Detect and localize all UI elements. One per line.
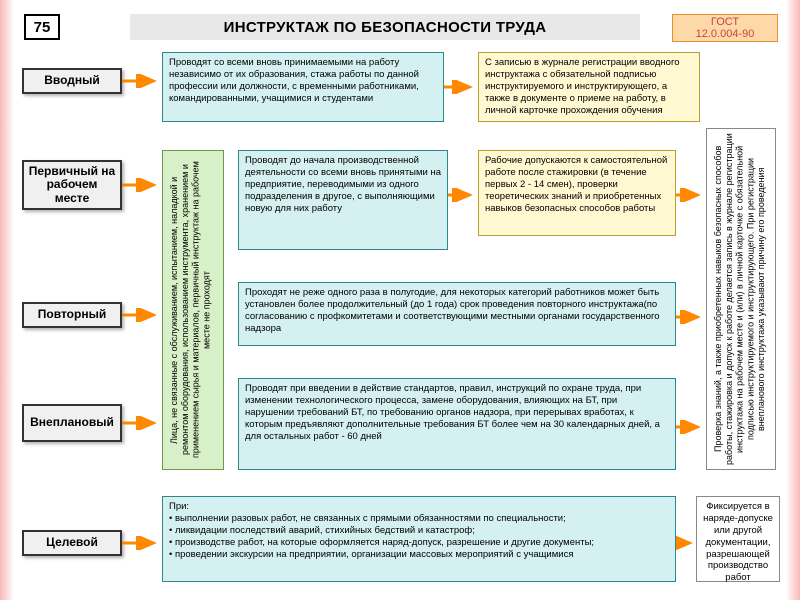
- box-tselevoy-record: Фиксируется в наряде-допуске или другой …: [696, 496, 780, 582]
- box-pervichny-desc: Проводят до начала производственной деят…: [238, 150, 448, 250]
- arrow-5: [676, 188, 706, 202]
- arrow-10: [122, 536, 162, 550]
- arrow-11: [676, 536, 696, 550]
- box-vneplanovy-desc: Проводят при введении в действие стандар…: [238, 378, 676, 470]
- gost-label: ГОСТ: [711, 16, 739, 28]
- box-tselevoy-desc: При: • выполнении разовых работ, не связ…: [162, 496, 676, 582]
- box-povtorny-desc: Проходят не реже одного раза в полугодие…: [238, 282, 676, 346]
- box-vvodny-desc: Проводят со всеми вновь принимаемыми на …: [162, 52, 444, 122]
- box-green-vertical: Лица, не связанные с обслуживанием, испы…: [162, 150, 224, 470]
- arrow-9: [676, 420, 706, 434]
- right-gradient: [786, 0, 800, 600]
- arrow-6: [122, 308, 162, 322]
- arrow-7: [676, 310, 706, 324]
- arrow-1: [122, 74, 162, 88]
- label-pervichny: Первичный на рабочем месте: [22, 160, 122, 210]
- arrow-4: [448, 188, 478, 202]
- left-gradient: [0, 0, 14, 600]
- page-number: 75: [24, 14, 60, 40]
- gost-badge: ГОСТ 12.0.004-90: [672, 14, 778, 42]
- arrow-2: [444, 80, 478, 94]
- arrow-3: [122, 178, 162, 192]
- box-pervichny-workers: Рабочие допускаются к самостоятельной ра…: [478, 150, 676, 236]
- gost-code: 12.0.004-90: [696, 28, 755, 40]
- label-tselevoy: Целевой: [22, 530, 122, 556]
- label-vneplanovy: Внеплановый: [22, 404, 122, 442]
- right-vertical-text: Проверка знаний, а также приобретенных н…: [713, 133, 767, 465]
- arrow-8: [122, 416, 162, 430]
- green-vertical-text: Лица, не связанные с обслуживанием, испы…: [169, 155, 212, 465]
- page-title: ИНСТРУКТАЖ ПО БЕЗОПАСНОСТИ ТРУДА: [130, 14, 640, 40]
- box-right-vertical: Проверка знаний, а также приобретенных н…: [706, 128, 776, 470]
- label-vvodny: Вводный: [22, 68, 122, 94]
- label-povtorny: Повторный: [22, 302, 122, 328]
- box-vvodny-record: С записью в журнале регистрации вводного…: [478, 52, 700, 122]
